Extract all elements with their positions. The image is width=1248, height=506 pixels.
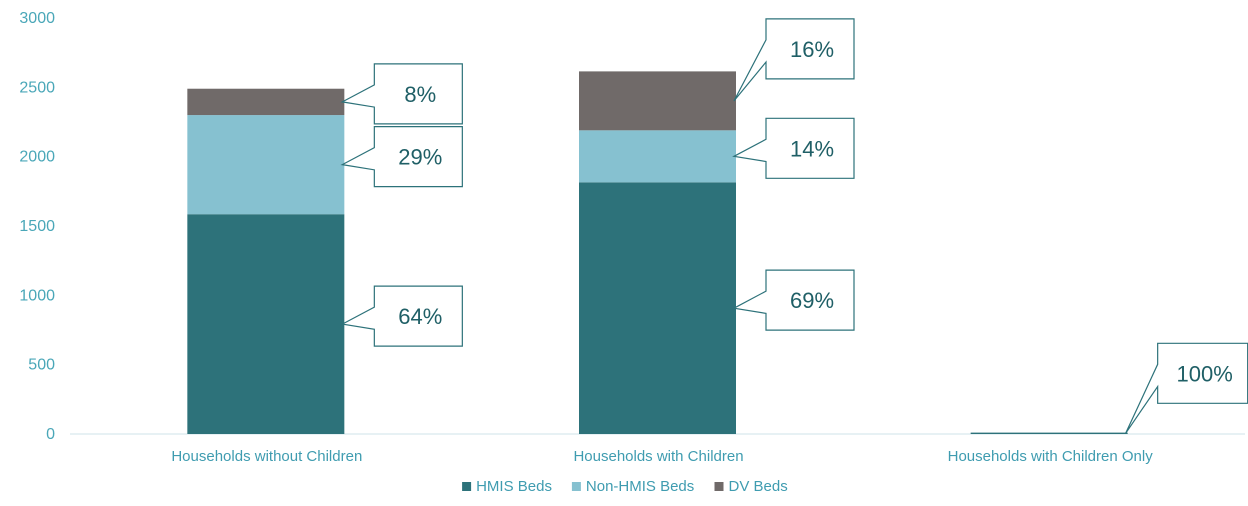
legend-label: Non-HMIS Beds [586,478,694,495]
callout-label: 100% [1177,361,1233,386]
callout-box [732,117,855,179]
bars-group [187,71,1128,434]
y-tick-label: 1500 [19,218,55,235]
legend: HMIS Beds Non-HMIS Beds DV Beds [462,478,788,495]
bar-segment [579,130,736,183]
legend-swatch [571,482,581,491]
callouts-group: 64% 29% 8% 69% 14% 16% 100% [340,18,1248,434]
y-tick-label: 0 [46,426,55,443]
callout-box [1125,342,1248,434]
bar-segment [970,432,1128,434]
y-tick-label: 2500 [19,79,55,96]
callout-box [340,285,463,347]
callout-box [732,269,855,331]
callout-label: 29% [398,145,442,170]
legend-swatch [714,482,724,491]
legend-swatch [462,482,472,491]
bar-segment [579,71,736,131]
x-tick-label: Households with Children Only [948,448,1154,465]
callout-label: 8% [404,82,436,107]
x-tick-label: Households with Children [573,448,743,465]
y-tick-label: 1000 [19,287,55,304]
legend-label: DV Beds [729,478,788,495]
callout-label: 69% [790,288,834,313]
bar-segment [187,115,345,215]
bar-segment [579,182,736,434]
bar-segment [187,214,345,434]
legend-label: HMIS Beds [476,478,552,495]
x-tick-label: Households without Children [171,448,362,465]
y-tick-label: 500 [28,357,55,374]
callout-box [733,18,855,102]
callout-label: 14% [790,136,834,161]
callout-label: 16% [790,37,834,62]
bar-segment [187,88,345,116]
callout-box [340,63,463,125]
y-tick-label: 2000 [19,149,55,166]
callout-label: 64% [398,304,442,329]
callout-box [340,126,463,188]
x-axis-labels: Households without Children Households wi… [171,448,1153,465]
y-axis-ticks: 0 500 1000 1500 2000 2500 3000 [19,10,55,443]
y-tick-label: 3000 [19,10,55,27]
